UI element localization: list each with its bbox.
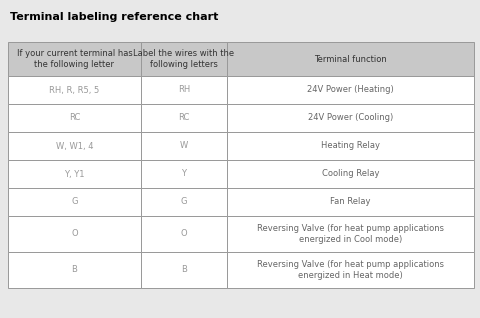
Bar (8, 188, 141, 216)
Text: Terminal labeling reference chart: Terminal labeling reference chart (10, 12, 218, 22)
Text: Y: Y (181, 169, 186, 178)
Text: RC: RC (69, 114, 80, 122)
Bar (227, 76, 474, 104)
Text: 24V Power (Cooling): 24V Power (Cooling) (308, 114, 393, 122)
Text: 24V Power (Heating): 24V Power (Heating) (307, 86, 394, 94)
Text: Terminal function: Terminal function (314, 54, 387, 64)
Text: G: G (180, 197, 187, 206)
Bar (141, 104, 227, 132)
Bar (227, 160, 474, 188)
Text: If your current terminal has
the following letter: If your current terminal has the followi… (16, 49, 132, 69)
Text: O: O (180, 230, 187, 238)
Bar (8, 104, 141, 132)
Text: Y, Y1: Y, Y1 (64, 169, 84, 178)
Text: Label the wires with the
following letters: Label the wires with the following lette… (133, 49, 234, 69)
Bar (8, 76, 141, 104)
Text: W, W1, 4: W, W1, 4 (56, 142, 93, 150)
Text: Heating Relay: Heating Relay (321, 142, 380, 150)
Bar (227, 252, 474, 288)
Text: RH: RH (178, 86, 190, 94)
Bar (8, 216, 141, 252)
Text: Fan Relay: Fan Relay (330, 197, 371, 206)
Bar (227, 42, 474, 76)
Bar (141, 76, 227, 104)
Bar (227, 132, 474, 160)
Text: RH, R, R5, 5: RH, R, R5, 5 (49, 86, 99, 94)
Text: W: W (180, 142, 188, 150)
Bar (8, 252, 141, 288)
Bar (141, 188, 227, 216)
Bar (8, 42, 141, 76)
Text: B: B (72, 266, 77, 274)
Text: Reversing Valve (for heat pump applications
energized in Cool mode): Reversing Valve (for heat pump applicati… (257, 224, 444, 244)
Bar (8, 160, 141, 188)
Text: G: G (71, 197, 78, 206)
Text: Reversing Valve (for heat pump applications
energized in Heat mode): Reversing Valve (for heat pump applicati… (257, 260, 444, 280)
Bar (141, 160, 227, 188)
Bar (141, 216, 227, 252)
Text: RC: RC (178, 114, 190, 122)
Text: O: O (71, 230, 78, 238)
Bar (227, 104, 474, 132)
Bar (227, 188, 474, 216)
Text: Cooling Relay: Cooling Relay (322, 169, 379, 178)
Bar (8, 132, 141, 160)
Bar (141, 252, 227, 288)
Bar (227, 216, 474, 252)
Text: B: B (181, 266, 187, 274)
Bar (141, 132, 227, 160)
Bar (141, 42, 227, 76)
